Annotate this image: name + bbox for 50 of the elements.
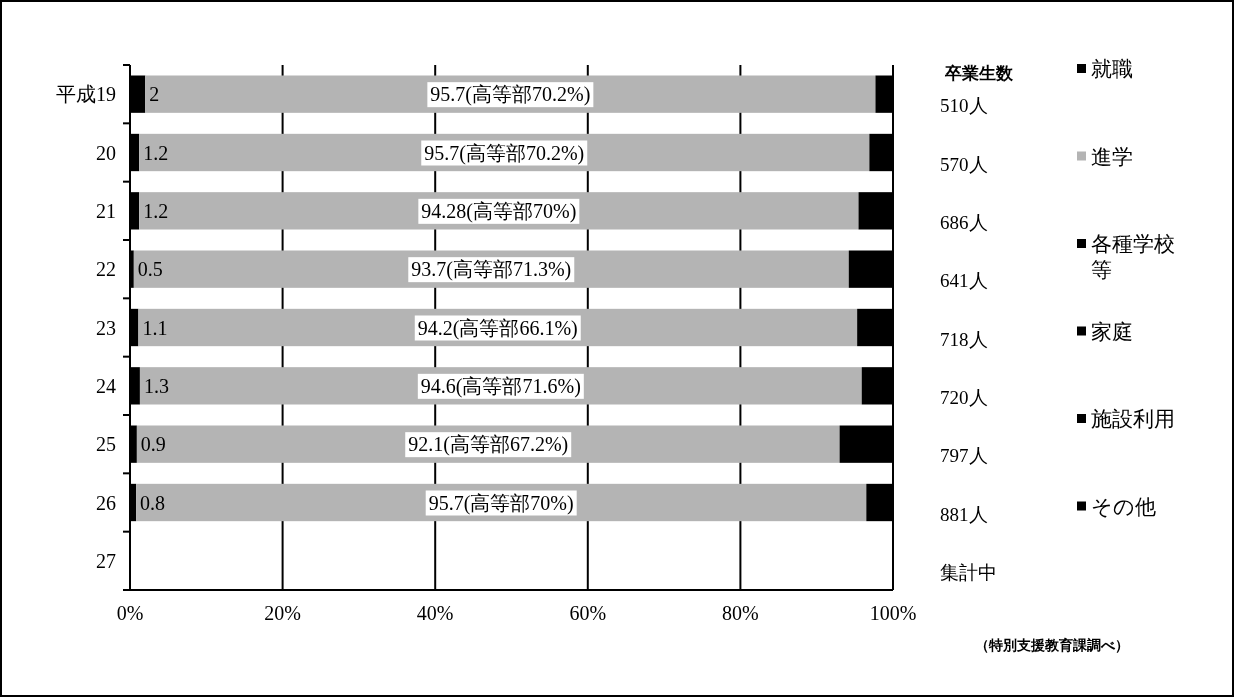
data-label: 1.2 <box>143 141 169 164</box>
y-tick-label: 24 <box>96 374 116 397</box>
data-label: 94.28(高等部70%) <box>421 199 577 223</box>
bar <box>139 192 859 230</box>
data-label: 94.6(高等部71.6%) <box>420 374 581 398</box>
data-label: 95.7(高等部70.2%) <box>430 83 591 107</box>
y-tick-label: 27 <box>96 549 116 572</box>
legend-label: 家庭 <box>1091 319 1133 344</box>
x-tick-label: 80% <box>722 602 759 624</box>
y-tick-label: 20 <box>96 141 116 164</box>
text: 570人 <box>940 153 988 175</box>
data-label: 95.7(高等部70%) <box>428 491 574 515</box>
bar <box>139 367 862 405</box>
legend-label: 進学 <box>1091 144 1133 169</box>
x-tick-label: 100% <box>869 602 917 624</box>
text: 510人 <box>940 95 988 117</box>
y-tick-label: 23 <box>96 316 116 339</box>
y-tick-label: 平成19 <box>56 83 116 106</box>
data-label: 0.5 <box>137 258 163 281</box>
data-label: 92.1(高等部67.2%) <box>408 433 569 457</box>
bar <box>130 367 140 405</box>
bar <box>130 75 146 113</box>
x-tick-label: 40% <box>416 602 454 624</box>
text: （特別支援教育課調べ） <box>975 637 1129 653</box>
y-tick-label: 25 <box>96 433 116 456</box>
data-label: 2 <box>149 83 160 106</box>
x-tick-label: 20% <box>264 602 301 624</box>
text: 720人 <box>940 386 988 408</box>
data-label: 0.8 <box>140 491 166 514</box>
data-label: 1.2 <box>143 199 169 222</box>
text: 881人 <box>940 503 988 525</box>
y-tick-label: 26 <box>96 491 116 514</box>
text: 641人 <box>940 270 988 292</box>
text: 卒業生数 <box>944 64 1014 83</box>
data-label: 95.7(高等部70.2%) <box>424 141 585 165</box>
data-label: 94.2(高等部66.1%) <box>417 316 578 340</box>
x-tick-label: 60% <box>569 602 607 624</box>
data-label: 1.3 <box>143 374 169 397</box>
data-label: 0.9 <box>140 433 166 456</box>
x-tick-label: 0% <box>116 602 144 624</box>
text: 集計中 <box>940 561 997 583</box>
y-tick-label: 21 <box>96 199 116 222</box>
legend-label: 就職 <box>1091 57 1133 81</box>
data-label: 1.1 <box>142 316 168 339</box>
text: 718人 <box>940 328 988 350</box>
text: 797人 <box>940 445 988 467</box>
data-label: 93.7(高等部71.3%) <box>411 258 572 282</box>
y-tick-label: 22 <box>96 258 116 281</box>
text: 686人 <box>940 211 988 233</box>
legend-label: その他 <box>1091 494 1156 519</box>
